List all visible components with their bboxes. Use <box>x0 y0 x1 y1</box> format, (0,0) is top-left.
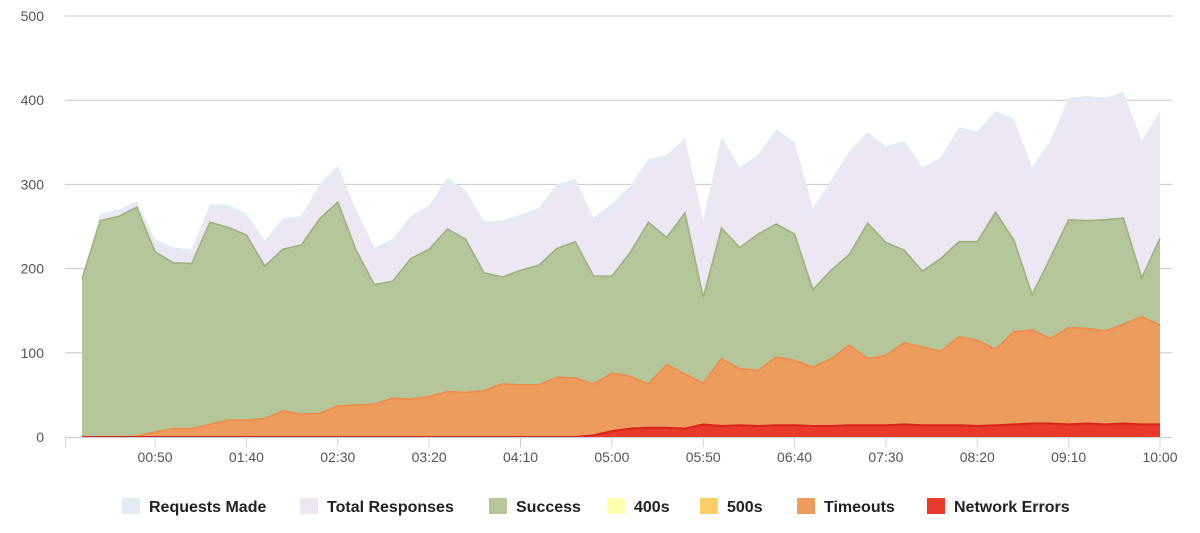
y-tick-label: 300 <box>21 176 45 192</box>
x-tick-label: 05:50 <box>686 449 721 465</box>
legend-item-timeouts[interactable]: Timeouts <box>797 498 895 516</box>
legend-item-400s[interactable]: 400s <box>607 498 670 516</box>
x-tick-label: 00:50 <box>138 449 173 465</box>
x-tick-label: 05:00 <box>594 449 629 465</box>
legend-item-network-errors[interactable]: Network Errors <box>927 498 1070 516</box>
legend-label-network-errors: Network Errors <box>954 499 1070 516</box>
x-tick-label: 09:10 <box>1051 449 1086 465</box>
line-success <box>81 200 1161 298</box>
legend-swatch-success <box>489 498 507 514</box>
legend: Requests Made Total Responses Success 400s 5… <box>122 498 1070 516</box>
legend-swatch-network-errors <box>927 498 945 514</box>
axes: 0 100 200 300 400 500 00:50 01:40 02:30 03:20 04:1… <box>21 8 1178 465</box>
legend-item-success[interactable]: Success <box>489 498 581 516</box>
legend-swatch-timeouts <box>797 498 815 514</box>
x-tick-label: 04:10 <box>503 449 538 465</box>
x-tick-label: 02:30 <box>320 449 355 465</box>
x-tick-label: 08:20 <box>960 449 995 465</box>
y-tick-label: 0 <box>36 429 44 445</box>
legend-swatch-requests-made <box>122 498 140 514</box>
line-timeouts <box>82 315 1161 438</box>
y-tick-label: 400 <box>21 92 45 108</box>
y-tick-label: 100 <box>21 345 45 361</box>
x-tick-label: 06:40 <box>777 449 812 465</box>
x-tick-label: 03:20 <box>412 449 447 465</box>
legend-label-400s: 400s <box>634 499 670 516</box>
legend-swatch-total-responses <box>300 498 318 514</box>
area-timeouts <box>82 316 1160 437</box>
legend-item-total-responses[interactable]: Total Responses <box>300 498 454 516</box>
legend-item-requests-made[interactable]: Requests Made <box>122 498 266 516</box>
legend-item-500s[interactable]: 500s <box>700 498 763 516</box>
legend-label-requests-made: Requests Made <box>149 499 266 516</box>
legend-label-timeouts: Timeouts <box>824 499 895 516</box>
x-tick-label: 10:00 <box>1142 449 1177 465</box>
y-tick-label: 500 <box>21 8 45 24</box>
legend-label-total-responses: Total Responses <box>327 499 454 516</box>
legend-swatch-400s <box>607 498 625 514</box>
x-tick-label: 01:40 <box>229 449 264 465</box>
y-tick-label: 200 <box>21 261 45 277</box>
legend-label-500s: 500s <box>727 499 763 516</box>
legend-swatch-500s <box>700 498 718 514</box>
x-tick-label: 07:30 <box>868 449 903 465</box>
legend-label-success: Success <box>516 499 581 516</box>
